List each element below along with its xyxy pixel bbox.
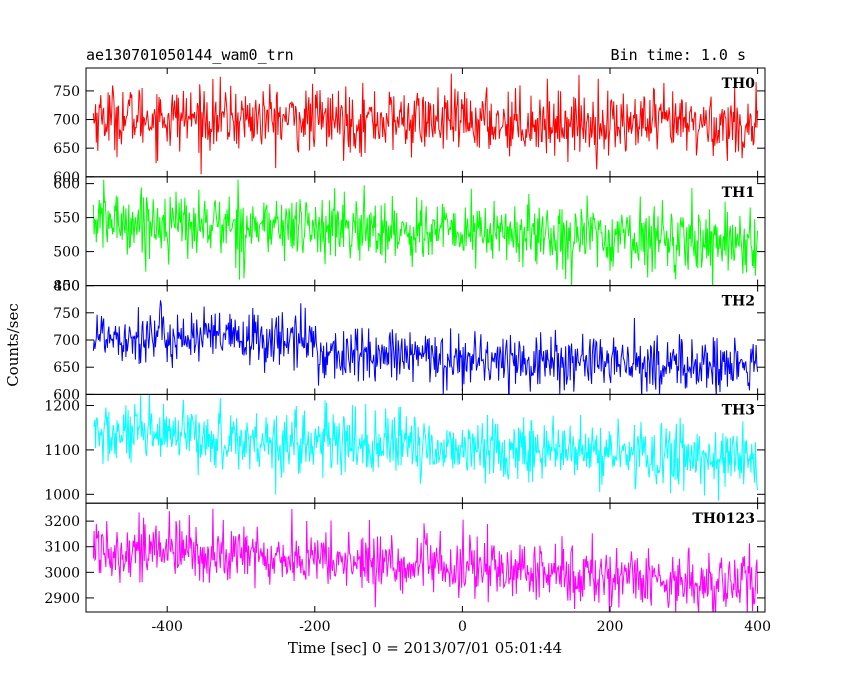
series-line-th3: [93, 394, 759, 501]
panel-label-th0: TH0: [722, 76, 756, 92]
y-tick-label: 3100: [44, 540, 80, 556]
y-tick-label: 550: [53, 211, 80, 227]
panel-label-th1: TH1: [722, 185, 755, 201]
x-tick-label: -400: [151, 619, 182, 635]
y-tick-label: 2900: [44, 591, 80, 607]
y-tick-label: 750: [53, 306, 80, 322]
x-tick-label: -200: [299, 619, 330, 635]
y-tick-label: 750: [53, 84, 80, 100]
y-tick-label: 700: [53, 113, 80, 129]
y-tick-label: 3200: [44, 514, 80, 530]
y-tick-label: 1200: [44, 399, 80, 415]
plot-title: ae130701050144_wam0_trn: [86, 46, 294, 64]
series-line-th1: [92, 179, 759, 286]
x-tick-label: 400: [744, 619, 771, 635]
y-tick-label: 600: [53, 387, 80, 403]
x-tick-label: 0: [458, 619, 467, 635]
panel-label-th0123: TH0123: [692, 511, 755, 527]
y-tick-label: 3000: [44, 565, 80, 581]
bin-time-label: Bin time: 1.0 s: [611, 46, 746, 64]
x-tick-label: 200: [597, 619, 624, 635]
y-tick-label: 650: [53, 360, 80, 376]
y-tick-label: 650: [53, 141, 80, 157]
x-axis-label: Time [sec] 0 = 2013/07/01 05:01:44: [288, 639, 562, 657]
panel-label-th2: TH2: [722, 294, 755, 310]
series-line-th0123: [92, 508, 759, 613]
y-tick-label: 1100: [44, 443, 80, 459]
y-tick-label: 1000: [44, 487, 80, 503]
series-line-th2: [92, 300, 759, 395]
panels-group: 750 700 650 600 TH0 600 550 500 450 TH1 800 750 700 6…: [44, 67, 771, 635]
y-axis-label: Counts/sec: [4, 303, 22, 387]
y-tick-label: 500: [53, 245, 80, 261]
series-line-th0: [92, 73, 759, 175]
y-tick-label: 800: [53, 279, 80, 295]
panel-frame-th0123: [85, 502, 766, 613]
panel-label-th3: TH3: [722, 402, 755, 418]
y-tick-label: 700: [53, 333, 80, 349]
y-tick-label: 450: [53, 279, 80, 295]
panel-frame-th3: [85, 393, 766, 504]
y-tick-label: 600: [53, 170, 80, 186]
y-tick-label: 600: [53, 177, 80, 193]
